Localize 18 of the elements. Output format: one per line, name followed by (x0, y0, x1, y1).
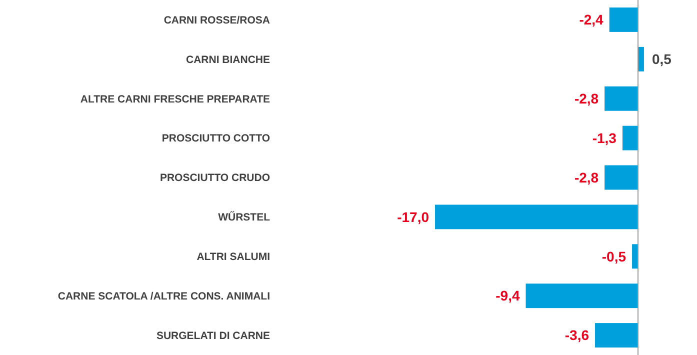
data-label: -2,8 (574, 90, 599, 107)
data-label: -0,5 (602, 248, 626, 264)
data-label: -17,0 (397, 208, 430, 225)
data-label: 0,5 (652, 51, 672, 68)
y-tick-label: CARNE SCATOLA /ALTRE CONS. ANIMALI (58, 290, 270, 303)
y-tick-label: PROSCIUTTO CRUDO (160, 172, 270, 184)
data-label: -3,6 (564, 327, 590, 344)
y-tick-label: ALTRI SALUMI (196, 251, 270, 264)
y-tick-label: CARNI ROSSE/ROSA (164, 14, 270, 26)
data-label: -1,3 (592, 130, 617, 146)
y-tick-label: CARNI BIANCHE (186, 54, 270, 66)
y-tick-label: ALTRE CARNI FRESCHE PREPARATE (80, 93, 270, 106)
y-tick-label: PROSCIUTTO COTTO (162, 132, 270, 145)
data-label: -9,4 (496, 288, 520, 304)
y-tick-label: SURGELATI DI CARNE (156, 330, 270, 342)
data-label: -2,8 (574, 169, 599, 186)
y-tick-label: WŰRSTEL (218, 210, 271, 224)
data-label: -2,4 (579, 12, 604, 28)
